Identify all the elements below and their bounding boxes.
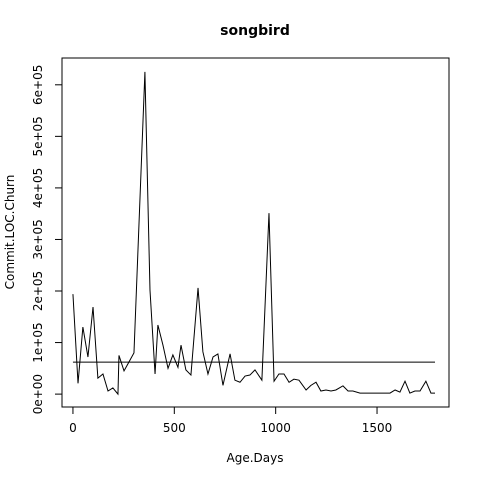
x-tick-label: 1000	[260, 421, 291, 435]
x-axis-label: Age.Days	[227, 451, 284, 465]
x-tick-label: 1500	[362, 421, 393, 435]
y-axis-label: Commit.LOC.Churn	[3, 175, 17, 290]
data-line	[72, 71, 436, 396]
y-tick-label: 2e+05	[31, 271, 45, 311]
y-tick-label: 3e+05	[31, 219, 45, 259]
y-tick-label: 5e+05	[31, 116, 45, 156]
y-tick-label: 1e+05	[31, 322, 45, 362]
y-tick-label: 0e+00	[31, 374, 45, 414]
y-tick-label: 6e+05	[31, 65, 45, 105]
x-tick-label: 0	[69, 421, 77, 435]
y-tick-label: 4e+05	[31, 168, 45, 208]
x-tick-label: 500	[163, 421, 186, 435]
chart-title: songbird	[220, 23, 290, 39]
plot-box	[61, 57, 450, 408]
